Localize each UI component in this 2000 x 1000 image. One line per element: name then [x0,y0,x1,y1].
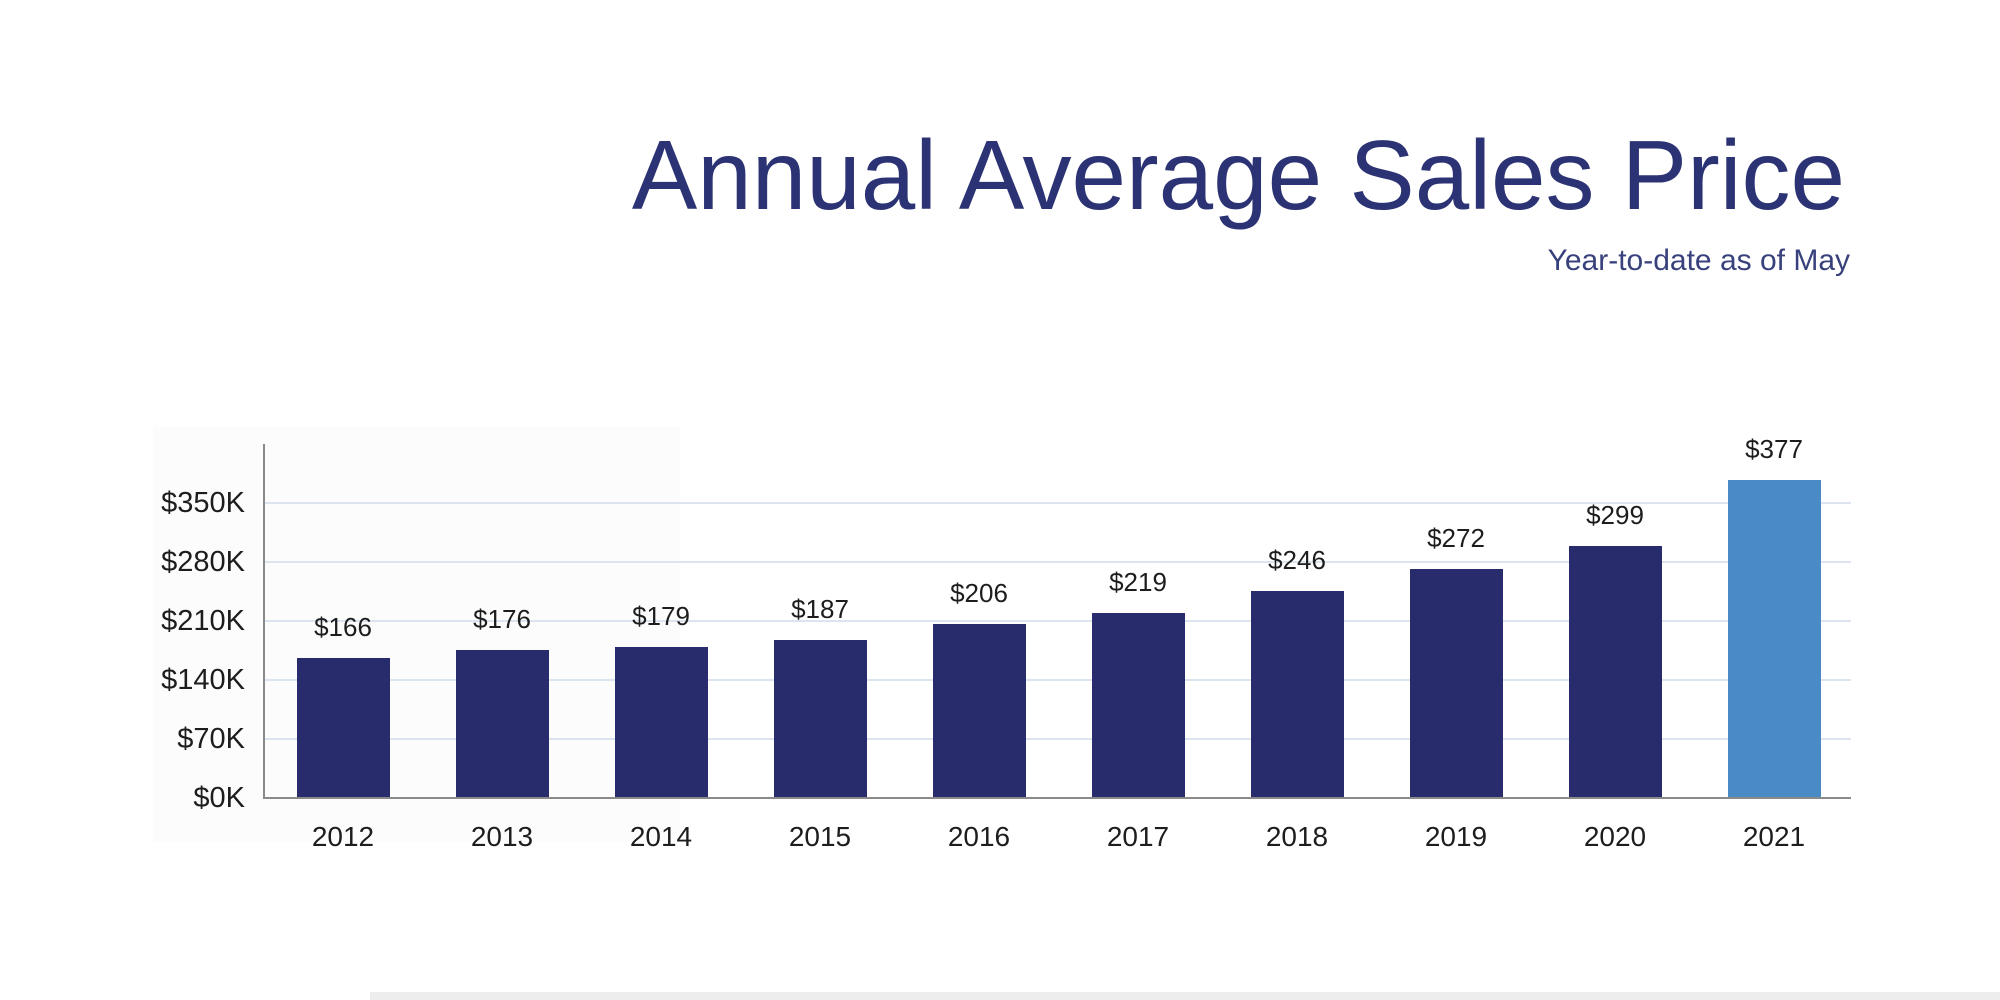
bar-2021 [1727,480,1821,798]
bar-value-label-2016: $206 [950,578,1008,608]
bar-2020 [1568,546,1662,798]
bar-value-label-2018: $246 [1268,545,1326,575]
bar-value-label-2014: $179 [632,601,690,631]
gridline-350k [263,502,1851,504]
bar-2013 [455,650,549,798]
gridline-280k [263,561,1851,563]
bar-2014 [614,647,708,798]
bar-value-label-2019: $272 [1427,523,1485,553]
x-tick-label-2018: 2018 [1265,821,1329,852]
gridline-140k [263,679,1851,681]
bar-value-label-2017: $219 [1109,567,1167,597]
bar-2018 [1250,591,1344,798]
bar-2016 [932,624,1026,798]
y-tick-label-140k: $140K [161,664,245,696]
bar-2017 [1091,613,1185,798]
x-tick-label-2016: 2016 [947,821,1011,852]
x-tick-label-2014: 2014 [629,821,693,852]
bar-2015 [773,640,867,798]
y-tick-label-0k: $0K [193,782,245,814]
chart-title: Annual Average Sales Price [631,120,1845,230]
y-tick-label-280k: $280K [161,546,245,578]
background-panel [153,427,680,842]
x-tick-label-2013: 2013 [470,821,534,852]
y-tick-label-70k: $70K [177,723,245,755]
x-tick-label-2012: 2012 [311,821,375,852]
y-tick-label-210k: $210K [161,605,245,637]
x-tick-label-2017: 2017 [1106,821,1170,852]
x-tick-label-2020: 2020 [1583,821,1647,852]
bar-value-label-2012: $166 [314,612,372,642]
x-tick-label-2021: 2021 [1742,821,1806,852]
bar-value-label-2020: $299 [1586,500,1644,530]
bottom-edge-strip [370,992,2000,1000]
gridline-70k [263,738,1851,740]
chart-subtitle: Year-to-date as of May [1547,244,1850,277]
bar-value-label-2015: $187 [791,594,849,624]
y-tick-label-350k: $350K [161,487,245,519]
bar-2019 [1409,569,1503,798]
bar-value-label-2013: $176 [473,604,531,634]
x-tick-label-2015: 2015 [788,821,852,852]
x-tick-label-2019: 2019 [1424,821,1488,852]
y-axis-line [263,444,265,798]
gridline-210k [263,620,1851,622]
bar-2012 [296,658,390,798]
x-axis-line [263,797,1851,799]
bar-value-label-2021: $377 [1745,434,1803,464]
